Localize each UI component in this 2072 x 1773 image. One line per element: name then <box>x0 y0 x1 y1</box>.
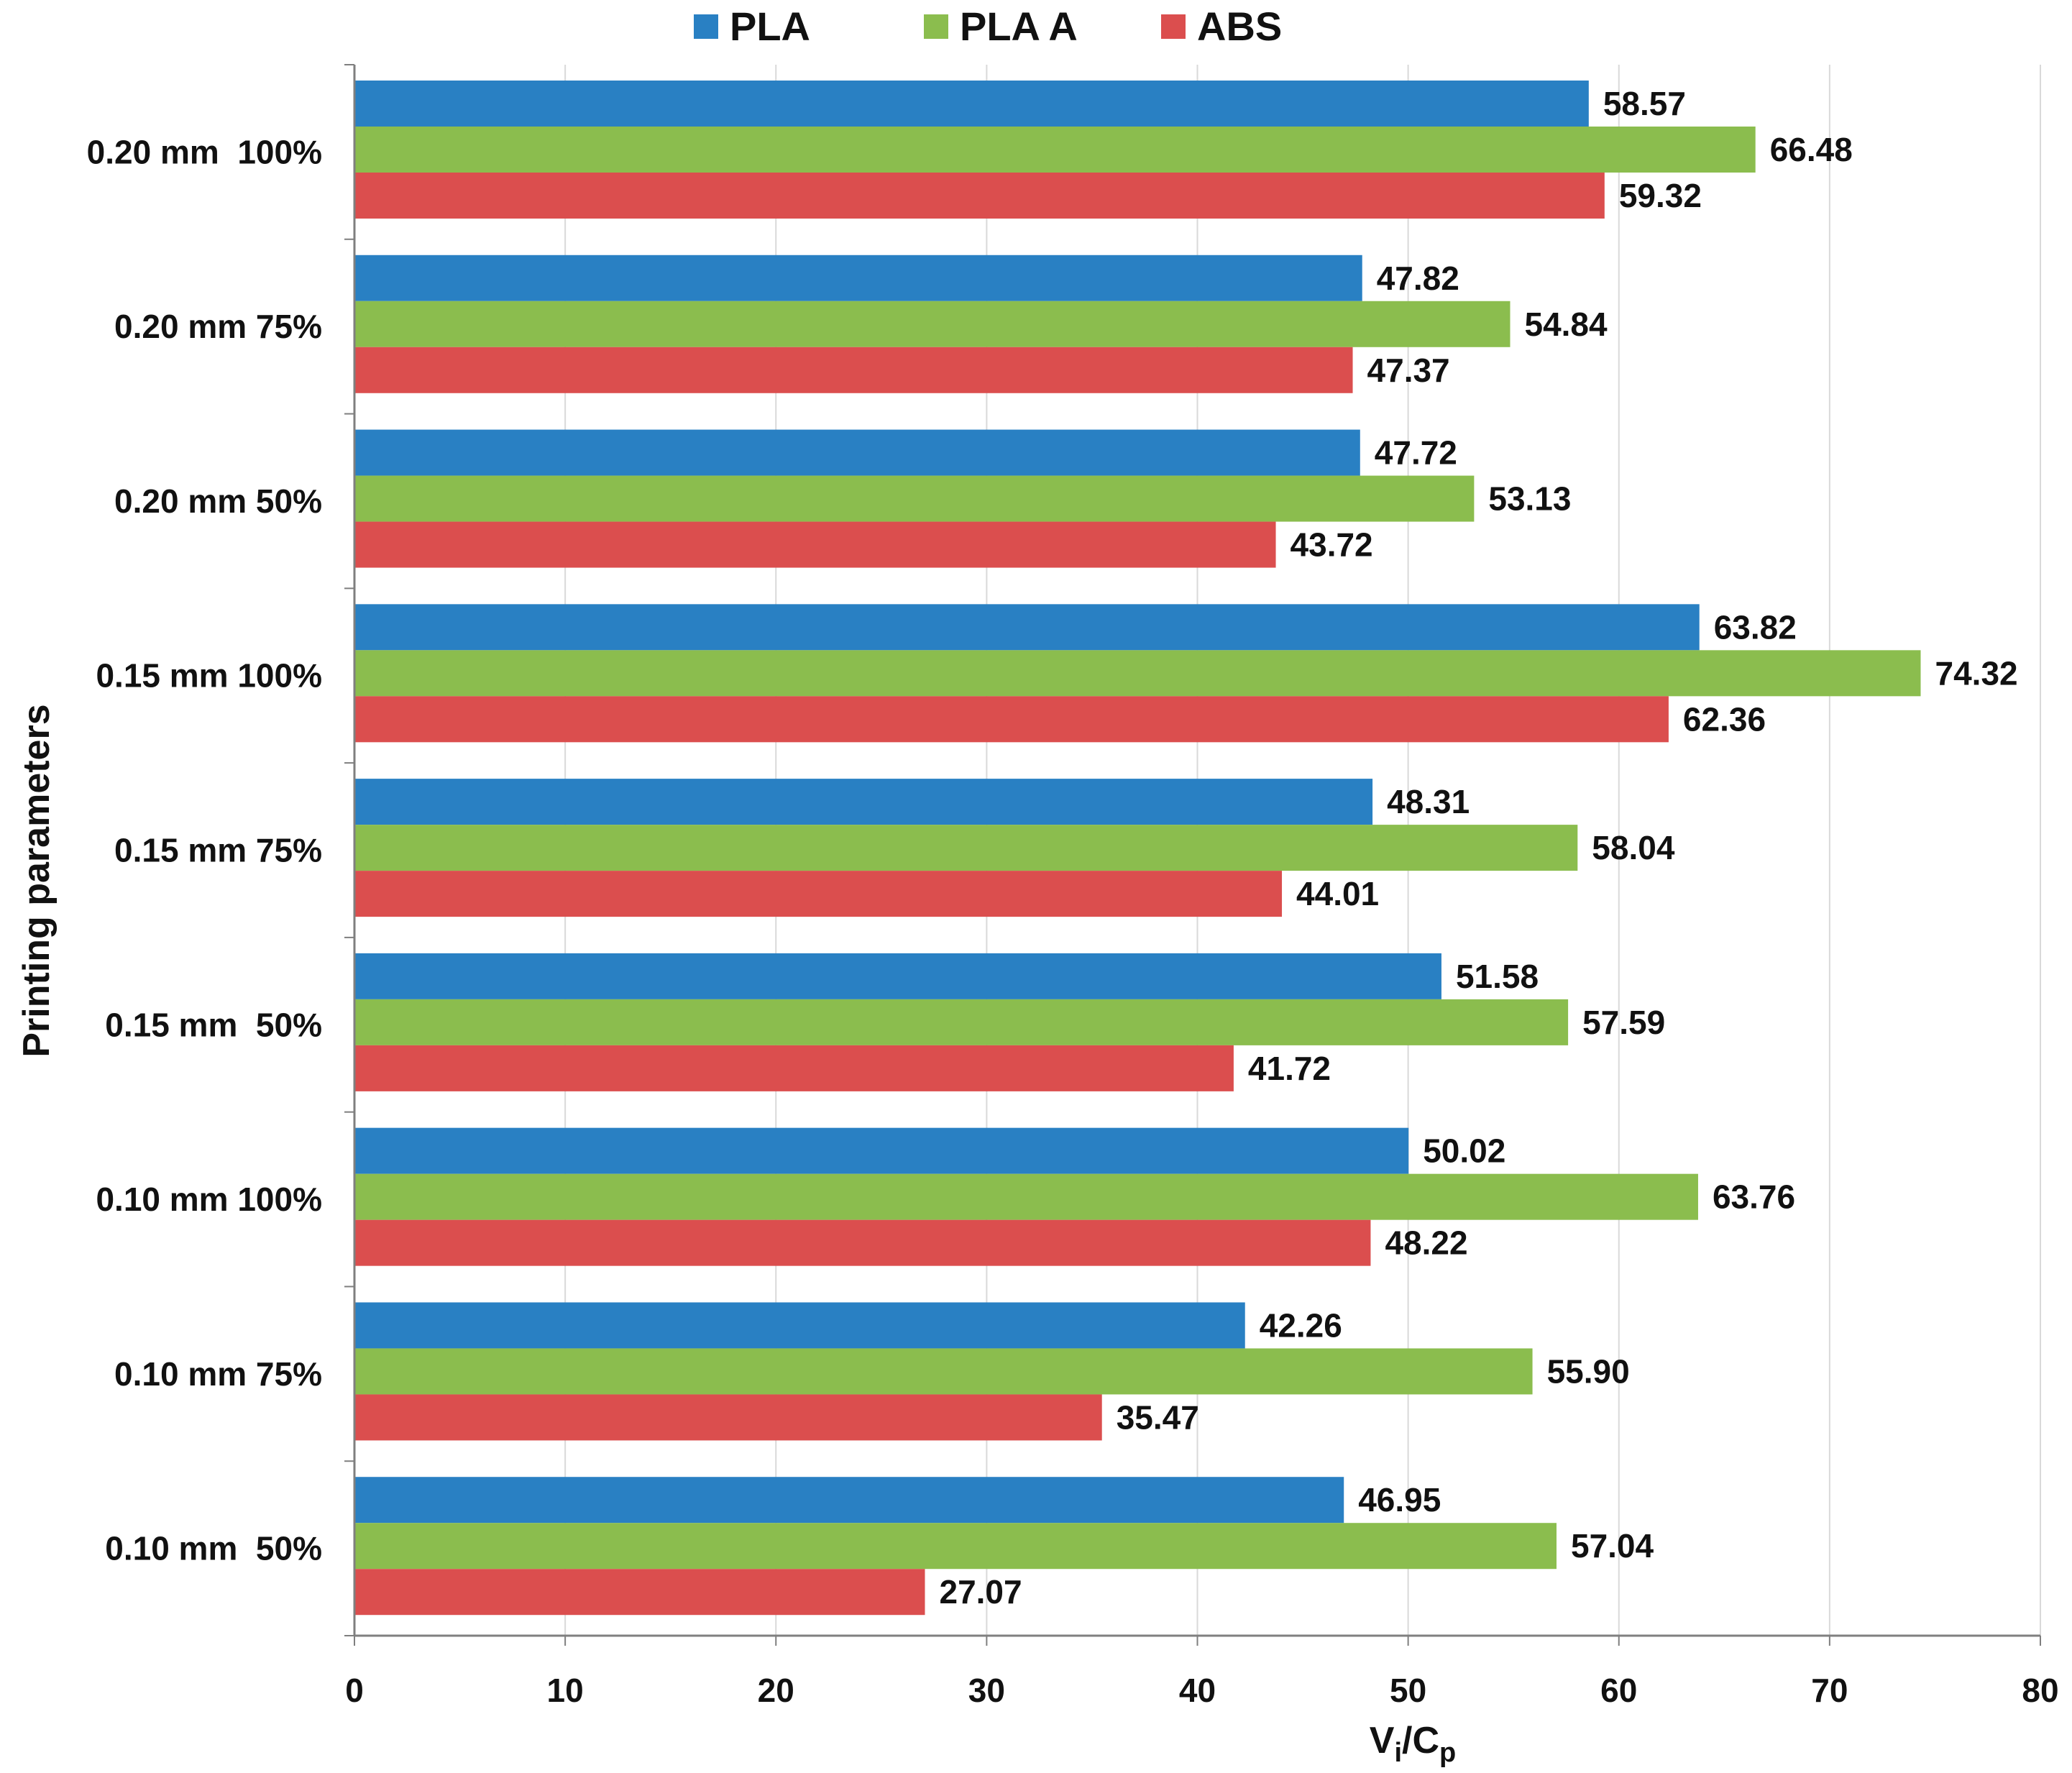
data-label: 46.95 <box>1358 1481 1441 1518</box>
legend: PLA PLA A ABS <box>694 4 1282 49</box>
data-label: 27.07 <box>939 1573 1022 1611</box>
category-label: 0.10 mm 100% <box>96 1181 322 1218</box>
y-axis-title: Printing parameters <box>16 704 58 1057</box>
bar-pla-a <box>354 650 1921 697</box>
bar-pla-a <box>354 301 1511 347</box>
data-label: 57.59 <box>1582 1004 1665 1041</box>
bar-pla-a <box>354 475 1475 522</box>
legend-label: ABS <box>1197 4 1282 49</box>
x-axis-title-main: V <box>1370 1720 1395 1761</box>
bar-pla <box>354 953 1441 999</box>
data-label: 47.72 <box>1375 434 1457 472</box>
data-label: 35.47 <box>1117 1398 1199 1436</box>
bar-abs <box>354 1569 925 1616</box>
legend-label: PLA A <box>960 4 1078 49</box>
bar-abs <box>354 871 1283 917</box>
x-tick-label: 70 <box>1811 1672 1848 1709</box>
data-label: 63.76 <box>1713 1178 1795 1216</box>
bar-abs <box>354 173 1605 219</box>
bar-abs <box>354 1045 1234 1091</box>
data-label: 50.02 <box>1423 1132 1505 1170</box>
data-label: 55.90 <box>1547 1352 1630 1390</box>
data-label: 48.22 <box>1385 1224 1467 1262</box>
category-label: 0.20 mm 50% <box>114 482 322 520</box>
bar-abs <box>354 521 1276 568</box>
bar-pla-a <box>354 1173 1698 1220</box>
x-tick-label: 80 <box>2022 1672 2058 1709</box>
bar-pla <box>354 779 1373 825</box>
data-label: 44.01 <box>1296 875 1379 912</box>
legend-swatch-pla <box>694 14 718 39</box>
x-tick-label: 30 <box>968 1672 1005 1709</box>
category-label: 0.20 mm 75% <box>114 308 322 345</box>
data-label: 62.36 <box>1683 700 1766 738</box>
x-tick-label: 10 <box>547 1672 584 1709</box>
x-axis-title-sub-i: i <box>1394 1738 1402 1768</box>
data-label: 47.37 <box>1367 352 1450 389</box>
bar-pla <box>354 81 1589 127</box>
data-label: 63.82 <box>1714 608 1797 646</box>
x-tick-label: 20 <box>758 1672 794 1709</box>
data-label: 53.13 <box>1488 480 1571 518</box>
bar-pla <box>354 1302 1245 1349</box>
bars <box>354 81 1921 1616</box>
legend-swatch-abs <box>1161 14 1186 39</box>
bar-pla-a <box>354 1523 1557 1570</box>
bar-pla-a <box>354 127 1756 173</box>
data-label: 51.58 <box>1456 958 1539 995</box>
bar-pla-a <box>354 999 1569 1045</box>
bar-pla <box>354 604 1700 651</box>
x-tick-label: 60 <box>1600 1672 1637 1709</box>
bar-pla <box>354 1477 1344 1524</box>
data-label: 48.31 <box>1387 783 1470 820</box>
bar-abs <box>354 347 1353 393</box>
data-label: 57.04 <box>1571 1527 1654 1564</box>
bar-abs <box>354 696 1669 743</box>
x-axis-title-sub-p: p <box>1439 1738 1456 1768</box>
category-label: 0.10 mm 50% <box>105 1530 322 1567</box>
data-label: 58.04 <box>1592 829 1675 866</box>
data-label: 54.84 <box>1524 306 1608 343</box>
x-tick-label: 0 <box>345 1672 364 1709</box>
data-label: 74.32 <box>1935 654 2018 692</box>
data-label: 41.72 <box>1248 1050 1331 1087</box>
category-label: 0.15 mm 100% <box>96 657 322 695</box>
data-label: 42.26 <box>1260 1306 1342 1344</box>
x-tick-label: 40 <box>1179 1672 1216 1709</box>
bar-abs <box>354 1219 1371 1266</box>
bar-abs <box>354 1394 1102 1441</box>
data-label: 47.82 <box>1377 260 1459 297</box>
bar-pla-a <box>354 825 1578 871</box>
bar-pla <box>354 255 1362 301</box>
legend-swatch-pla-a <box>924 14 948 39</box>
data-labels: 58.57 66.48 59.32 47.82 54.84 47.37 47.72 53.13… <box>939 85 2017 1611</box>
category-label: 0.15 mm 50% <box>105 1006 322 1043</box>
category-label: 0.15 mm 75% <box>114 832 322 869</box>
bar-pla-a <box>354 1348 1533 1395</box>
x-tick-label: 50 <box>1390 1672 1426 1709</box>
bar-pla <box>354 1127 1409 1174</box>
x-axis-title: Vi/Cp <box>1370 1720 1456 1768</box>
data-label: 59.32 <box>1619 177 1702 214</box>
category-label: 0.20 mm 100% <box>87 133 322 170</box>
data-label: 43.72 <box>1291 526 1373 564</box>
category-label: 0.10 mm 75% <box>114 1355 322 1393</box>
legend-label: PLA <box>730 4 810 49</box>
bar-pla <box>354 429 1360 476</box>
data-label: 66.48 <box>1770 131 1853 168</box>
data-label: 58.57 <box>1603 85 1686 122</box>
x-axis-title-sep: /C <box>1402 1720 1439 1761</box>
axes: 0 10 20 30 40 50 60 70 80 0.20 mm 100% 0.20 mm 75%… <box>87 64 2059 1709</box>
